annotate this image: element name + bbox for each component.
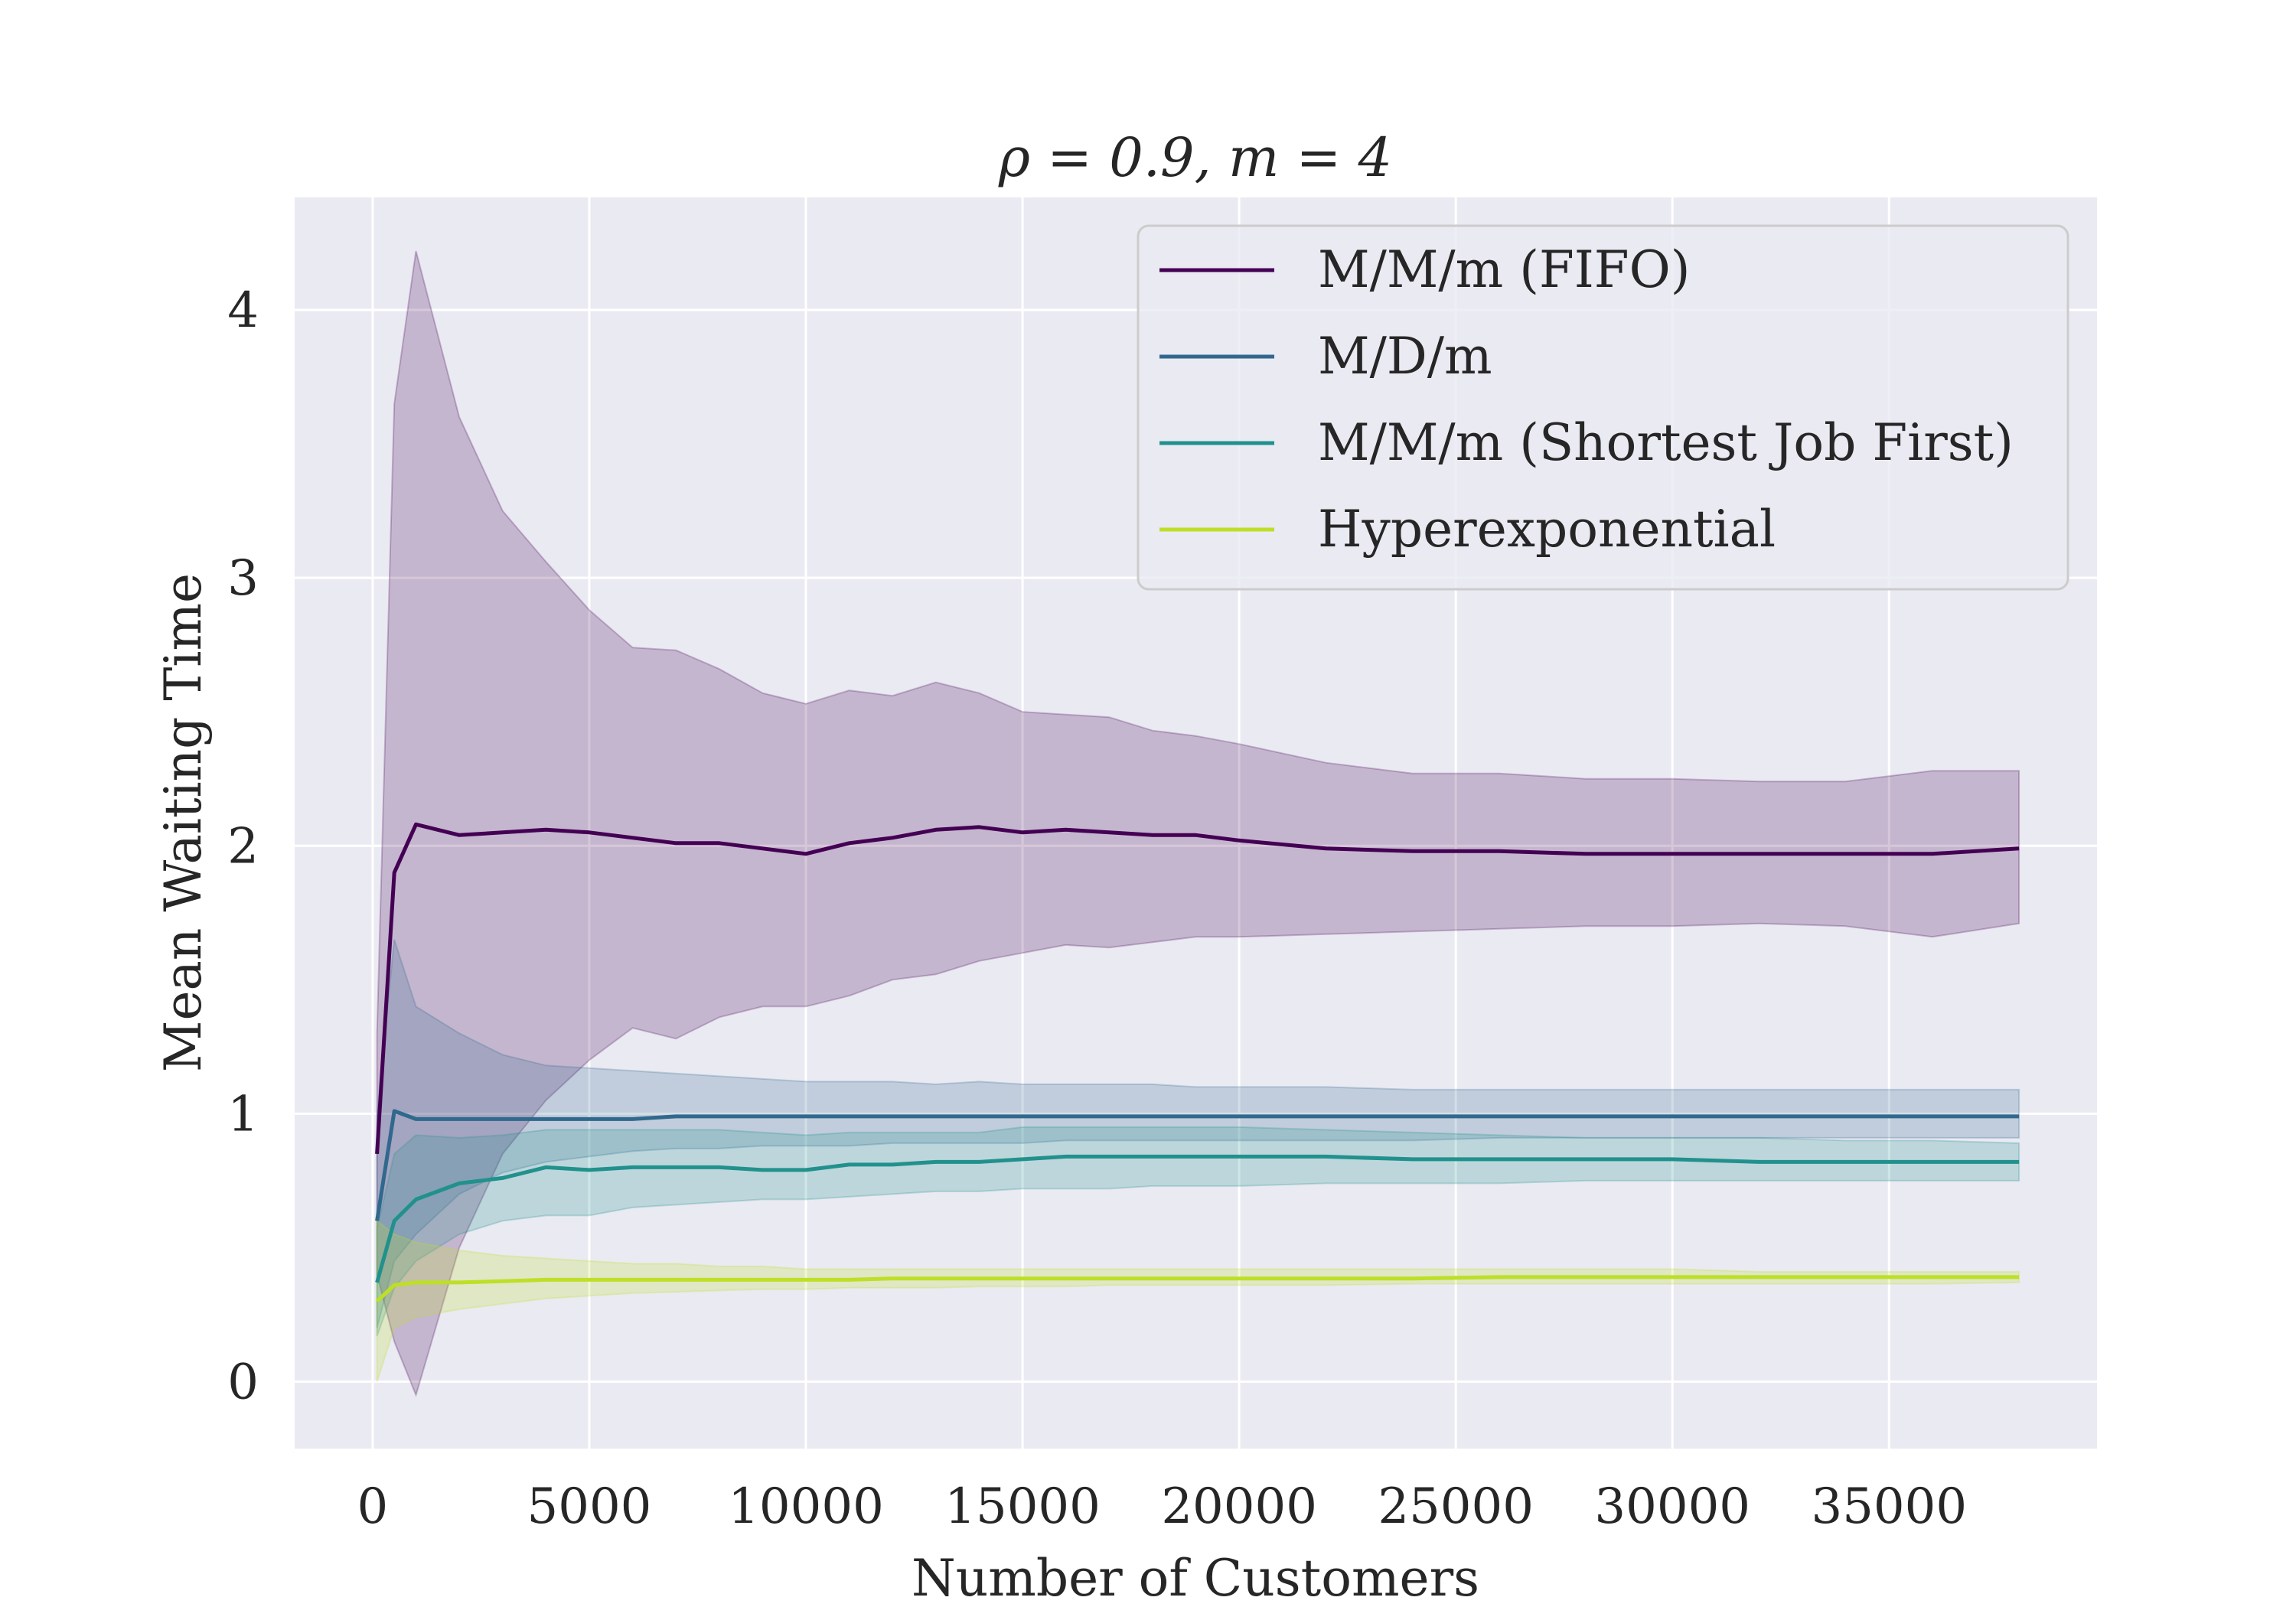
x-tick-label: 20000 — [1161, 1478, 1317, 1535]
x-tick-labels: 0 5000 10000 15000 20000 25000 30000 35000 — [357, 1478, 1968, 1535]
series-line-1 — [375, 1109, 2020, 1221]
x-tick-label: 10000 — [728, 1478, 884, 1535]
series-line-0 — [375, 822, 2020, 1155]
series-line-2 — [375, 1154, 2020, 1283]
x-tick-label: 35000 — [1811, 1478, 1967, 1535]
x-axis-label: Number of Customers — [912, 1549, 1479, 1607]
confidence-bands — [376, 250, 2020, 1398]
chart-title: ρ = 0.9, m = 4 — [998, 126, 1392, 189]
y-tick-label: 0 — [227, 1354, 259, 1410]
y-tick-label: 4 — [227, 282, 259, 339]
legend-label: M/M/m (FIFO) — [1318, 240, 1690, 299]
x-tick-label: 30000 — [1594, 1478, 1750, 1535]
x-tick-label: 15000 — [944, 1478, 1101, 1535]
y-tick-label: 1 — [227, 1086, 259, 1143]
x-tick-label: 25000 — [1378, 1478, 1534, 1535]
series-line-3 — [375, 1275, 2020, 1303]
series-lines — [375, 822, 2020, 1303]
confidence-band-series-3 — [376, 1219, 2020, 1382]
legend-label: M/D/m — [1318, 327, 1492, 386]
confidence-band-series-2 — [376, 1126, 2020, 1337]
x-tick-label: 0 — [357, 1478, 389, 1535]
y-tick-label: 2 — [227, 818, 259, 875]
legend: M/M/m (FIFO) M/D/m M/M/m (Shortest Job Fir… — [1137, 224, 2069, 591]
y-tick-label: 3 — [227, 550, 259, 607]
x-tick-label: 5000 — [527, 1478, 652, 1535]
legend-label: M/M/m (Shortest Job First) — [1318, 413, 2014, 472]
legend-label: Hyperexponential — [1318, 500, 1776, 559]
y-tick-labels: 0 1 2 3 4 — [227, 282, 259, 1410]
legend-box — [1137, 224, 2069, 591]
y-axis-label: Mean Waiting Time — [154, 573, 213, 1072]
confidence-band-series-0 — [376, 250, 2020, 1398]
confidence-band-series-1 — [376, 939, 2020, 1328]
